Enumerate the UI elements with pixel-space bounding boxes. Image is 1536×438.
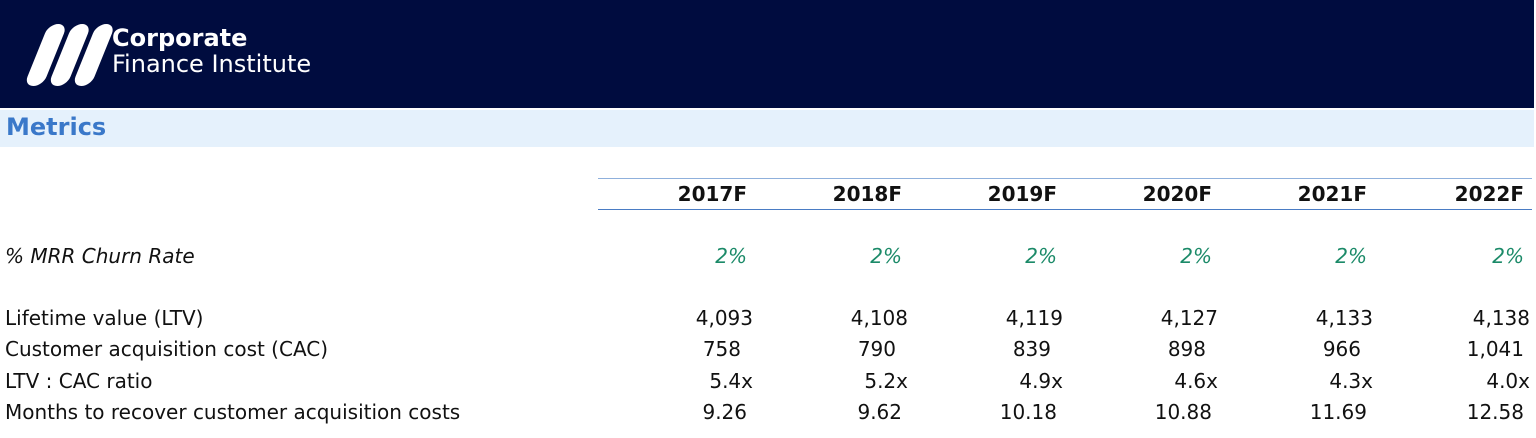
cell-value: 2%: [1025, 244, 1057, 268]
cell-value: 4,119: [1005, 306, 1063, 330]
cell-value: 9.26: [702, 400, 747, 424]
row-label: Customer acquisition cost (CAC): [5, 337, 329, 361]
logo-mark: [26, 24, 113, 86]
cell-value: 4,093: [695, 306, 753, 330]
column-header: 2020F: [1142, 182, 1212, 206]
row-label: LTV : CAC ratio: [5, 369, 153, 393]
table-rule: [598, 209, 1532, 210]
cell-value: 966: [1322, 337, 1361, 361]
cell-value: 4,108: [850, 306, 908, 330]
cell-value: 5.4x: [709, 369, 753, 393]
cell-value: 4,127: [1160, 306, 1218, 330]
column-header: 2019F: [987, 182, 1057, 206]
cell-value: 898: [1167, 337, 1206, 361]
column-header: 2022F: [1454, 182, 1524, 206]
cell-value: 4.6x: [1174, 369, 1218, 393]
cell-value: 4,133: [1315, 306, 1373, 330]
logo-text: Finance Institute: [112, 50, 312, 78]
section-title: Metrics: [6, 113, 107, 141]
row-label: % MRR Churn Rate: [5, 244, 195, 268]
cell-value: 4,138: [1472, 306, 1530, 330]
cell-value: 12.58: [1466, 400, 1524, 424]
row-label: Lifetime value (LTV): [5, 306, 204, 330]
cell-value: 9.62: [857, 400, 902, 424]
cell-value: 2%: [1492, 244, 1524, 268]
cell-value: 839: [1012, 337, 1051, 361]
cell-value: 10.18: [999, 400, 1057, 424]
section-band: Metrics: [0, 110, 1534, 147]
cell-value: 790: [857, 337, 896, 361]
column-header: 2021F: [1297, 182, 1367, 206]
cell-value: 4.9x: [1019, 369, 1063, 393]
cell-value: 5.2x: [864, 369, 908, 393]
cell-value: 758: [702, 337, 741, 361]
header-bar: Corporate Finance Institute: [0, 0, 1534, 108]
column-header: 2017F: [677, 182, 747, 206]
logo-text: Corporate: [112, 24, 248, 52]
table-rule: [598, 178, 1532, 179]
column-header: 2018F: [832, 182, 902, 206]
cell-value: 1,041: [1466, 337, 1524, 361]
cell-value: 11.69: [1309, 400, 1367, 424]
cell-value: 2%: [1335, 244, 1367, 268]
cell-value: 4.0x: [1486, 369, 1530, 393]
cell-value: 4.3x: [1329, 369, 1373, 393]
cell-value: 2%: [1180, 244, 1212, 268]
cell-value: 10.88: [1154, 400, 1212, 424]
row-label: Months to recover customer acquisition c…: [5, 400, 461, 424]
cell-value: 2%: [715, 244, 747, 268]
cell-value: 2%: [870, 244, 902, 268]
